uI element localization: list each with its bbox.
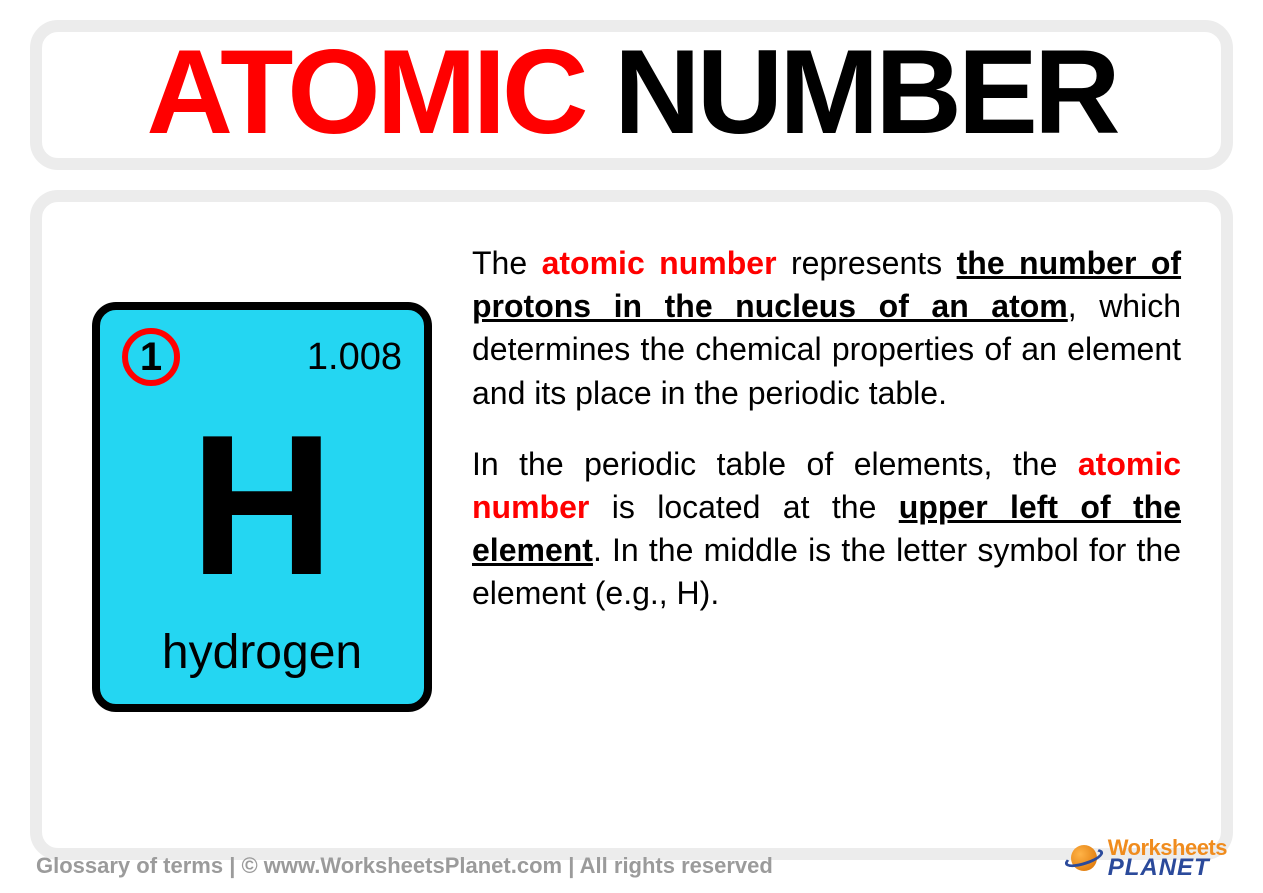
p2-text-a: In the periodic table of elements, the — [472, 446, 1078, 482]
p1-text-b: represents — [777, 245, 957, 281]
brand-logo-text: Worksheets PLANET — [1108, 838, 1227, 879]
atomic-number-circle: 1 — [122, 328, 180, 386]
atomic-number-value: 1 — [140, 335, 162, 380]
footer-credits: Glossary of terms | © www.WorksheetsPlan… — [36, 853, 773, 879]
element-tile: 1 1.008 H hydrogen — [92, 302, 432, 712]
p1-keyword: atomic number — [542, 245, 777, 281]
title-word-atomic: ATOMIC — [146, 25, 584, 159]
element-symbol: H — [122, 386, 402, 625]
tile-top-row: 1 1.008 — [122, 328, 402, 386]
p1-text-a: The — [472, 245, 542, 281]
p2-text-b: is located at the — [589, 489, 898, 525]
element-name: hydrogen — [122, 625, 402, 680]
planet-icon — [1066, 844, 1102, 872]
content-card: 1 1.008 H hydrogen The atomic number rep… — [30, 190, 1233, 860]
definition-text: The atomic number represents the number … — [472, 242, 1181, 808]
brand-logo: Worksheets PLANET — [1066, 838, 1227, 879]
definition-paragraph-2: In the periodic table of elements, the a… — [472, 443, 1181, 616]
title-card: ATOMIC NUMBER — [30, 20, 1233, 170]
footer: Glossary of terms | © www.WorksheetsPlan… — [36, 838, 1227, 879]
page-title: ATOMIC NUMBER — [62, 32, 1201, 152]
definition-paragraph-1: The atomic number represents the number … — [472, 242, 1181, 415]
atomic-mass-value: 1.008 — [307, 336, 402, 379]
logo-line-2: PLANET — [1108, 857, 1227, 879]
title-word-number: NUMBER — [614, 25, 1117, 159]
